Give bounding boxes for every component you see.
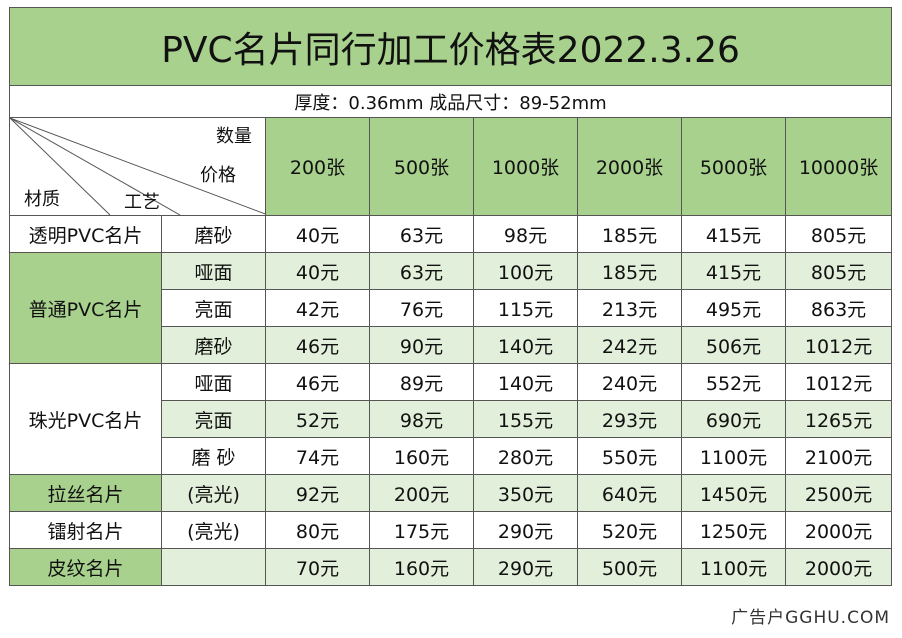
process-cell: (亮光) <box>161 511 266 549</box>
corner-process-label: 工艺 <box>124 192 160 213</box>
price-cell: 200元 <box>369 474 474 512</box>
price-cell: 160元 <box>369 437 474 475</box>
price-cell: 240元 <box>577 363 682 401</box>
price-cell: 1012元 <box>784 326 893 364</box>
corner-price-label: 价格 <box>200 165 236 186</box>
price-cell: 46元 <box>265 326 370 364</box>
price-cell: 1250元 <box>681 511 786 549</box>
price-cell: 115元 <box>473 289 578 327</box>
material-cell: 拉丝名片 <box>9 474 162 512</box>
price-cell: 185元 <box>577 215 682 253</box>
price-cell: 70元 <box>265 548 370 586</box>
price-cell: 90元 <box>369 326 474 364</box>
qty-header: 5000张 <box>681 117 786 216</box>
price-cell: 140元 <box>473 326 578 364</box>
material-cell: 镭射名片 <box>9 511 162 549</box>
price-cell: 185元 <box>577 252 682 290</box>
price-cell: 500元 <box>577 548 682 586</box>
price-cell: 520元 <box>577 511 682 549</box>
price-cell: 40元 <box>265 252 370 290</box>
process-cell: 亮面 <box>161 400 266 438</box>
price-cell: 2100元 <box>784 437 893 475</box>
table-row: 普通PVC名片 哑面 40元 63元 100元 185元 415元 805元 <box>9 252 893 364</box>
material-cell: 皮纹名片 <box>9 548 162 586</box>
price-cell: 415元 <box>681 252 786 290</box>
qty-header: 10000张 <box>784 117 893 216</box>
price-cell: 52元 <box>265 400 370 438</box>
price-cell: 290元 <box>473 511 578 549</box>
price-cell: 80元 <box>265 511 370 549</box>
price-cell: 415元 <box>681 215 786 253</box>
table-row: 镭射名片 (亮光) 80元 175元 290元 520元 1250元 2000元 <box>9 511 893 549</box>
qty-header: 500张 <box>369 117 474 216</box>
corner-diagonal-lines <box>10 118 265 215</box>
qty-header: 2000张 <box>577 117 682 216</box>
price-cell: 42元 <box>265 289 370 327</box>
price-cell: 290元 <box>473 548 578 586</box>
process-cell: 哑面 <box>161 252 266 290</box>
price-cell: 92元 <box>265 474 370 512</box>
price-cell: 350元 <box>473 474 578 512</box>
table-row: 皮纹名片 70元 160元 290元 500元 1100元 2000元 <box>9 548 893 586</box>
process-cell: 亮面 <box>161 289 266 327</box>
price-cell: 140元 <box>473 363 578 401</box>
price-cell: 155元 <box>473 400 578 438</box>
price-cell: 550元 <box>577 437 682 475</box>
price-cell: 100元 <box>473 252 578 290</box>
table-row: 亮面 42元 76元 115元 213元 495元 863元 <box>9 289 893 327</box>
price-cell: 160元 <box>369 548 474 586</box>
price-cell: 2500元 <box>784 474 893 512</box>
price-cell: 98元 <box>369 400 474 438</box>
price-cell: 552元 <box>681 363 786 401</box>
price-cell: 640元 <box>577 474 682 512</box>
process-cell: 磨 砂 <box>161 437 266 475</box>
price-cell: 2000元 <box>784 511 893 549</box>
price-cell: 74元 <box>265 437 370 475</box>
page-title: PVC名片同行加工价格表2022.3.26 <box>8 7 893 86</box>
material-cell: 透明PVC名片 <box>9 215 162 253</box>
price-cell: 1100元 <box>681 548 786 586</box>
price-cell: 293元 <box>577 400 682 438</box>
price-cell: 98元 <box>473 215 578 253</box>
watermark-text: 广告户GGHU.COM <box>731 608 890 628</box>
price-cell: 1012元 <box>784 363 893 401</box>
process-cell: 哑面 <box>161 363 266 401</box>
price-cell: 1265元 <box>784 400 893 438</box>
price-cell: 805元 <box>784 252 893 290</box>
subtitle-specs: 厚度：0.36mm 成品尺寸：89-52mm <box>8 85 893 118</box>
material-cell: 普通PVC名片 <box>9 252 162 364</box>
price-cell: 805元 <box>784 215 893 253</box>
price-cell: 242元 <box>577 326 682 364</box>
price-cell: 213元 <box>577 289 682 327</box>
price-cell: 40元 <box>265 215 370 253</box>
table-row: 拉丝名片 (亮光) 92元 200元 350元 640元 1450元 2500元 <box>9 474 893 512</box>
qty-header: 200张 <box>265 117 370 216</box>
price-cell: 506元 <box>681 326 786 364</box>
price-cell: 76元 <box>369 289 474 327</box>
price-cell: 89元 <box>369 363 474 401</box>
price-cell: 690元 <box>681 400 786 438</box>
price-cell: 495元 <box>681 289 786 327</box>
price-table: PVC名片同行加工价格表2022.3.26 厚度：0.36mm 成品尺寸：89-… <box>8 7 893 586</box>
table-row: 透明PVC名片 磨砂 40元 63元 98元 185元 415元 805元 <box>9 215 893 253</box>
process-cell <box>161 548 266 586</box>
table-row: 珠光PVC名片 哑面 46元 89元 140元 240元 552元 1012元 <box>9 363 893 475</box>
price-cell: 863元 <box>784 289 893 327</box>
material-cell: 珠光PVC名片 <box>9 363 162 475</box>
price-cell: 1100元 <box>681 437 786 475</box>
process-cell: 磨砂 <box>161 326 266 364</box>
price-cell: 1450元 <box>681 474 786 512</box>
corner-material-label: 材质 <box>24 189 60 210</box>
price-cell: 175元 <box>369 511 474 549</box>
price-cell: 280元 <box>473 437 578 475</box>
corner-header-cell: 数量 价格 材质 工艺 <box>9 117 266 216</box>
corner-qty-label: 数量 <box>216 126 252 147</box>
price-cell: 2000元 <box>784 548 893 586</box>
process-cell: (亮光) <box>161 474 266 512</box>
price-cell: 63元 <box>369 215 474 253</box>
qty-header: 1000张 <box>473 117 578 216</box>
process-cell: 磨砂 <box>161 215 266 253</box>
price-cell: 63元 <box>369 252 474 290</box>
price-cell: 46元 <box>265 363 370 401</box>
